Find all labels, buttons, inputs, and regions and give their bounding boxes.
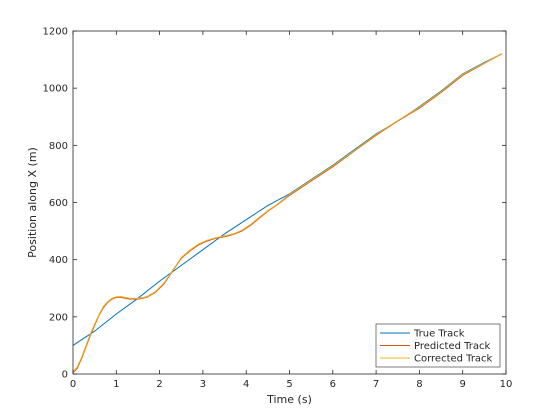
- y-tick-label: 600: [49, 198, 68, 209]
- axes-layer: 0 1 2 3 4 5 6 7 8 9 10 0 200 400 600 800 1000 1200: [43, 27, 513, 391]
- plot-area: [73, 31, 506, 374]
- y-tick-label: 800: [49, 141, 68, 152]
- series-layer: [72, 53, 502, 373]
- x-tick-label: 10: [500, 379, 513, 390]
- series-line-1: [72, 53, 502, 373]
- legend-item-true-track: True Track: [380, 329, 465, 340]
- x-tick-label: 4: [243, 379, 249, 390]
- legend-item-corrected-track: Corrected Track: [380, 354, 493, 365]
- x-axis-label: Time (s): [266, 393, 312, 406]
- y-tick-label: 1000: [43, 84, 68, 95]
- x-tick-label: 0: [70, 379, 76, 390]
- y-tick-label: 1200: [43, 27, 68, 38]
- x-tick-label: 9: [460, 379, 466, 390]
- legend-label: Corrected Track: [414, 354, 493, 365]
- legend-label: Predicted Track: [414, 341, 490, 352]
- series-line-2: [72, 53, 502, 373]
- y-tick-label: 0: [62, 370, 68, 381]
- y-tick-label: 400: [49, 255, 68, 266]
- legend: True Track Predicted Track Corrected Tra…: [375, 323, 501, 368]
- legend-item-predicted-track: Predicted Track: [380, 341, 490, 352]
- x-tick-label: 5: [286, 379, 292, 390]
- x-tick-label: 2: [156, 379, 162, 390]
- y-tick-label: 200: [49, 312, 68, 323]
- x-tick-label: 8: [416, 379, 422, 390]
- y-axis-label: Position along X (m): [26, 147, 39, 258]
- x-tick-label: 6: [330, 379, 336, 390]
- x-tick-label: 3: [200, 379, 206, 390]
- x-tick-label: 7: [373, 379, 379, 390]
- legend-label: True Track: [413, 329, 465, 340]
- x-tick-label: 1: [113, 379, 119, 390]
